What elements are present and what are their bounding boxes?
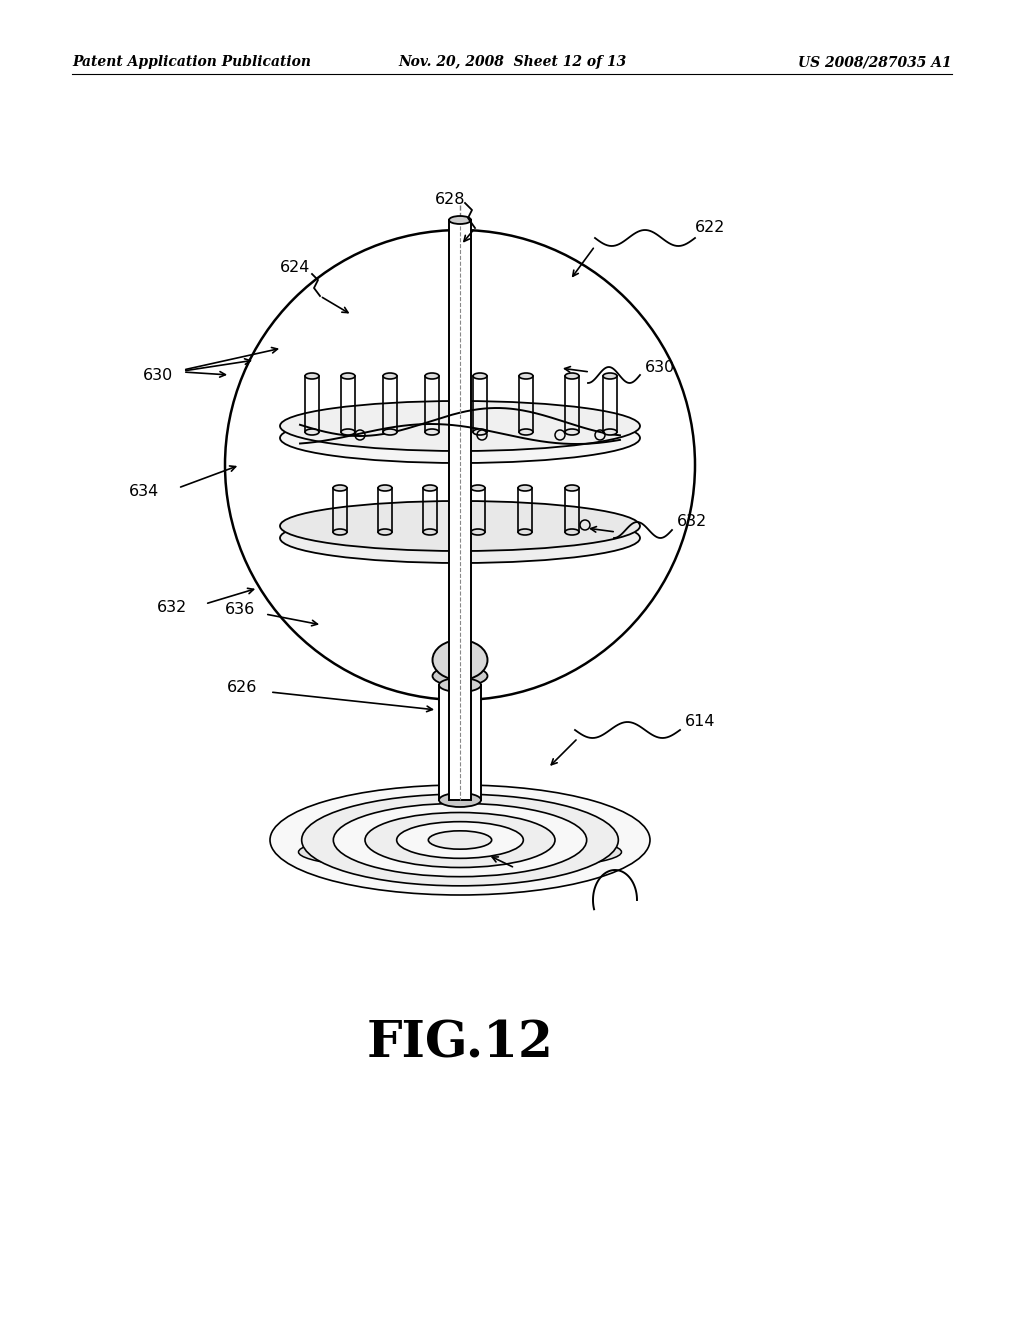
Ellipse shape <box>299 833 622 871</box>
Text: Patent Application Publication: Patent Application Publication <box>72 55 311 69</box>
Ellipse shape <box>270 785 650 895</box>
Text: US 2008/287035 A1: US 2008/287035 A1 <box>799 55 952 69</box>
Ellipse shape <box>378 484 392 491</box>
Ellipse shape <box>378 529 392 535</box>
Bar <box>449 220 471 800</box>
Text: 636: 636 <box>225 602 255 618</box>
Ellipse shape <box>425 429 439 436</box>
Text: 630: 630 <box>143 367 173 383</box>
Ellipse shape <box>423 529 437 535</box>
Ellipse shape <box>519 374 534 379</box>
Ellipse shape <box>365 813 555 867</box>
Bar <box>439 685 481 800</box>
Ellipse shape <box>519 429 534 436</box>
Ellipse shape <box>432 640 487 680</box>
Ellipse shape <box>305 429 319 436</box>
Text: 622: 622 <box>695 220 725 235</box>
Ellipse shape <box>439 793 481 807</box>
Ellipse shape <box>280 401 640 451</box>
Ellipse shape <box>334 804 587 876</box>
Text: 614: 614 <box>685 714 715 730</box>
Ellipse shape <box>449 216 471 224</box>
Ellipse shape <box>565 529 579 535</box>
Ellipse shape <box>565 374 579 379</box>
Ellipse shape <box>518 529 532 535</box>
Ellipse shape <box>396 821 523 858</box>
Ellipse shape <box>603 429 617 436</box>
Ellipse shape <box>280 513 640 564</box>
Ellipse shape <box>341 429 355 436</box>
Text: FIG.12: FIG.12 <box>367 1020 553 1069</box>
Ellipse shape <box>423 484 437 491</box>
Ellipse shape <box>302 795 618 886</box>
Text: 632: 632 <box>157 601 187 615</box>
Ellipse shape <box>280 502 640 550</box>
Ellipse shape <box>305 374 319 379</box>
Ellipse shape <box>565 484 579 491</box>
Ellipse shape <box>432 667 487 686</box>
Ellipse shape <box>383 429 397 436</box>
Text: 632: 632 <box>677 515 708 529</box>
Text: 626: 626 <box>226 681 257 696</box>
Text: 628: 628 <box>435 193 465 207</box>
Ellipse shape <box>518 484 532 491</box>
Ellipse shape <box>383 374 397 379</box>
Text: 634: 634 <box>129 484 159 499</box>
Text: 624: 624 <box>280 260 310 276</box>
Ellipse shape <box>471 484 485 491</box>
Ellipse shape <box>280 413 640 463</box>
Ellipse shape <box>428 830 492 849</box>
Ellipse shape <box>425 374 439 379</box>
Ellipse shape <box>473 429 487 436</box>
Ellipse shape <box>471 529 485 535</box>
Ellipse shape <box>565 429 579 436</box>
Text: Nov. 20, 2008  Sheet 12 of 13: Nov. 20, 2008 Sheet 12 of 13 <box>398 55 626 69</box>
Ellipse shape <box>603 374 617 379</box>
Ellipse shape <box>439 678 481 692</box>
Ellipse shape <box>473 374 487 379</box>
Ellipse shape <box>333 484 347 491</box>
Ellipse shape <box>341 374 355 379</box>
Ellipse shape <box>333 529 347 535</box>
Text: 630: 630 <box>645 360 675 375</box>
